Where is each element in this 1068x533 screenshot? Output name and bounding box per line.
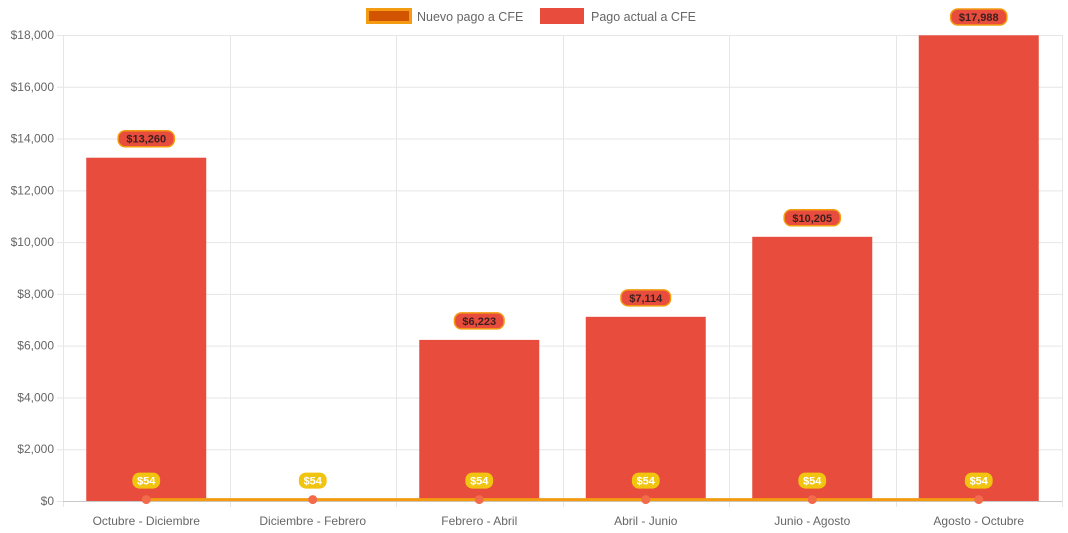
y-tick-label: $14,000 bbox=[11, 132, 55, 146]
line-point[interactable] bbox=[974, 495, 984, 505]
line-point[interactable] bbox=[308, 495, 318, 505]
line-point[interactable] bbox=[641, 495, 651, 505]
line-data-labels: $54 $54 $54 $54 $54 $54 bbox=[132, 472, 993, 489]
bar[interactable] bbox=[585, 316, 706, 501]
x-tick-label: Agosto - Octubre bbox=[933, 514, 1024, 528]
data-label-badge bbox=[798, 472, 827, 489]
legend-swatch bbox=[366, 8, 412, 24]
y-tick-label: $0 bbox=[41, 494, 55, 508]
bar-series-pago-actual bbox=[86, 35, 1039, 502]
data-label-badge bbox=[298, 472, 327, 489]
data-label-badge bbox=[465, 472, 494, 489]
line-point[interactable] bbox=[474, 495, 484, 505]
line-data-label: $54 bbox=[298, 472, 327, 489]
y-tick-label: $12,000 bbox=[11, 183, 55, 197]
y-axis: $0 $2,000 $4,000 $6,000 $8,000 $10,000 $12,000… bbox=[11, 28, 55, 508]
legend-label: Nuevo pago a CFE bbox=[417, 10, 523, 24]
bar-data-label: $7,114 bbox=[620, 289, 672, 307]
legend-item[interactable]: Nuevo pago a CFE bbox=[366, 8, 524, 25]
bar[interactable] bbox=[752, 236, 873, 501]
line-data-label: $54 bbox=[798, 472, 827, 489]
line-data-label: $54 bbox=[964, 472, 993, 489]
line-point[interactable] bbox=[807, 495, 817, 505]
data-label-text: $54 bbox=[470, 476, 489, 488]
bar-data-label: $17,988 bbox=[949, 8, 1008, 26]
data-label-badge bbox=[949, 8, 1008, 26]
bar-data-label: $6,223 bbox=[453, 312, 505, 330]
x-axis: Octubre - Diciembre Diciembre - Febrero Fe… bbox=[93, 514, 1025, 528]
bar[interactable] bbox=[86, 157, 207, 502]
x-tick-label: Diciembre - Febrero bbox=[259, 514, 366, 528]
y-tick-label: $16,000 bbox=[11, 80, 55, 94]
bar-data-label: $10,205 bbox=[783, 209, 842, 227]
data-label-badge bbox=[783, 209, 842, 227]
legend-label: Pago actual a CFE bbox=[591, 10, 696, 24]
data-label-badge bbox=[453, 312, 505, 330]
data-label-badge bbox=[964, 472, 993, 489]
y-tick-label: $2,000 bbox=[17, 442, 54, 456]
y-tick-label: $6,000 bbox=[17, 339, 54, 353]
data-label-text: $17,988 bbox=[959, 12, 999, 24]
data-label-badge bbox=[631, 472, 660, 489]
x-tick-label: Octubre - Diciembre bbox=[93, 514, 201, 528]
legend-swatch bbox=[540, 8, 584, 24]
data-label-text: $54 bbox=[803, 476, 822, 488]
grid-lines bbox=[57, 35, 1063, 507]
y-tick-label: $4,000 bbox=[17, 390, 54, 404]
y-tick-label: $10,000 bbox=[11, 235, 55, 249]
legend: Nuevo pago a CFE Pago actual a CFE bbox=[366, 8, 696, 25]
line-point[interactable] bbox=[141, 495, 151, 505]
bar-data-labels: $13,260 $6,223 $7,114 $10,205 $17,988 bbox=[117, 8, 1008, 330]
x-tick-label: Abril - Junio bbox=[614, 514, 678, 528]
y-tick-label: $18,000 bbox=[11, 28, 55, 42]
data-label-text: $54 bbox=[137, 476, 156, 488]
x-tick-label: Febrero - Abril bbox=[441, 514, 517, 528]
line-series-nuevo-pago bbox=[141, 495, 984, 505]
bar-data-label: $13,260 bbox=[117, 129, 176, 148]
data-label-badge bbox=[132, 472, 161, 489]
line-data-label: $54 bbox=[132, 472, 161, 489]
data-label-text: $6,223 bbox=[462, 316, 496, 328]
data-label-text: $54 bbox=[637, 476, 656, 488]
data-label-text: $7,114 bbox=[629, 293, 663, 305]
data-label-text: $10,205 bbox=[792, 213, 832, 225]
line-data-label: $54 bbox=[631, 472, 660, 489]
data-label-badge bbox=[117, 129, 176, 148]
legend-item[interactable]: Pago actual a CFE bbox=[540, 8, 696, 24]
bar[interactable] bbox=[918, 35, 1039, 501]
y-tick-label: $8,000 bbox=[17, 287, 54, 301]
line-data-label: $54 bbox=[465, 472, 494, 489]
data-label-badge bbox=[620, 289, 672, 307]
x-tick-label: Junio - Agosto bbox=[774, 514, 850, 528]
data-label-text: $54 bbox=[304, 476, 323, 488]
data-label-text: $54 bbox=[970, 476, 989, 488]
data-label-text: $13,260 bbox=[126, 134, 166, 146]
